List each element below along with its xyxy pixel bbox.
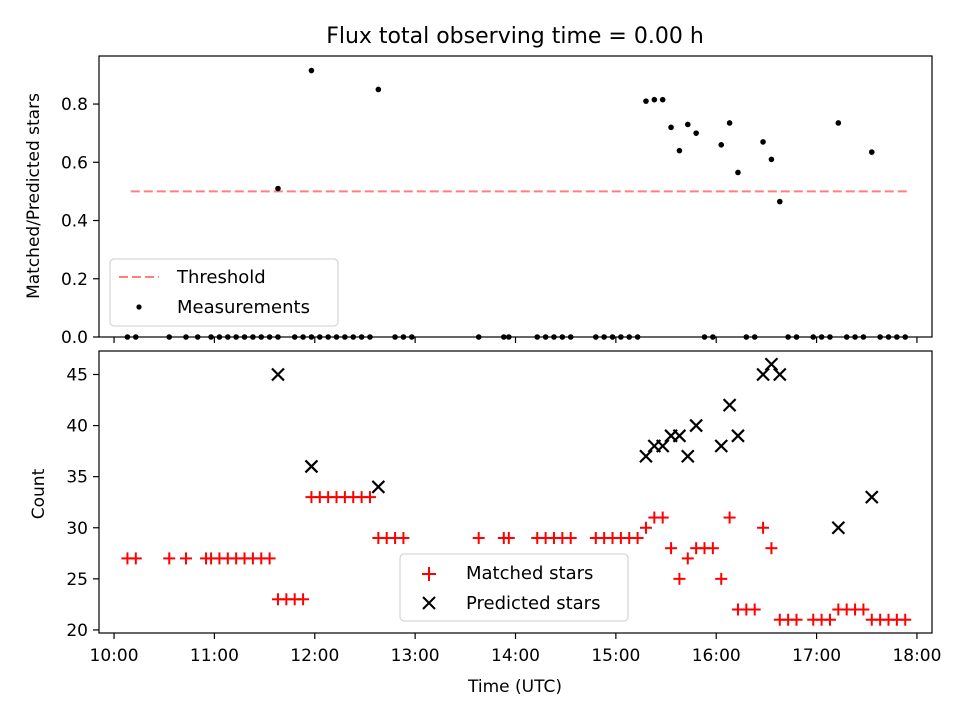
measurement-point <box>835 120 842 126</box>
matched-star-marker <box>723 511 736 524</box>
bottom-y-axis-label: Count <box>29 468 49 519</box>
top-y-tick-label: 0.4 <box>61 212 88 232</box>
legend-matched-swatch <box>422 567 436 581</box>
measurement-point <box>760 139 766 145</box>
matched-star-marker <box>631 531 644 544</box>
bottom-plot-frame <box>98 350 933 634</box>
predicted-star-marker <box>831 520 846 535</box>
measurement-point <box>868 149 875 155</box>
matched-star-marker <box>163 552 176 565</box>
matched-star-marker <box>715 572 728 585</box>
measurement-point <box>776 198 783 205</box>
predicted-star-marker <box>655 439 670 453</box>
bottom-y-tick-label: 40 <box>66 417 88 437</box>
matched-star-marker <box>757 521 770 534</box>
measurement-point <box>375 86 382 93</box>
matched-star-marker <box>502 531 515 544</box>
x-tick-label: 10:00 <box>90 646 139 666</box>
bottom-legend: Matched stars Predicted stars <box>399 553 629 622</box>
x-tick-label: 13:00 <box>391 646 440 666</box>
legend-predicted-swatch <box>422 596 436 610</box>
x-tick-label: 12:00 <box>290 646 339 666</box>
bottom-y-tick-label: 35 <box>66 468 88 488</box>
predicted-star-marker <box>865 490 879 504</box>
top-y-tick-label: 0.6 <box>61 153 88 173</box>
matched-star-marker <box>665 542 678 555</box>
matched-star-marker <box>297 593 310 606</box>
matched-star-marker <box>129 552 142 565</box>
predicted-star-marker <box>731 429 745 443</box>
top-y-axis-label: Matched/Predicted stars <box>24 93 44 299</box>
matched-star-marker <box>564 531 577 544</box>
matched-star-marker <box>765 542 778 555</box>
legend-measurements-swatch <box>136 304 142 310</box>
measurement-point <box>275 185 281 192</box>
matched-star-marker <box>639 521 652 534</box>
predicted-star-marker <box>722 398 737 412</box>
top-legend: Threshold Measurements <box>109 258 339 327</box>
bottom-panel: 20 25 30 35 40 45 10:00 11:00 12:00 13:00 14:00 15:… <box>29 350 941 697</box>
legend-predicted-label: Predicted stars <box>466 593 600 614</box>
x-tick-label: 11:00 <box>190 646 239 666</box>
matched-star-marker <box>899 613 912 626</box>
measurement-point <box>768 156 775 163</box>
matched-star-marker <box>823 613 836 626</box>
matched-star-marker <box>179 552 192 565</box>
predicted-star-marker <box>764 357 779 372</box>
predicted-star-marker <box>672 429 687 443</box>
x-tick-label: 14:00 <box>491 646 540 666</box>
figure-title: Flux total observing time = 0.00 h <box>326 24 704 49</box>
predicted-star-marker <box>304 459 319 474</box>
x-tick-label: 16:00 <box>692 646 741 666</box>
predicted-star-marker <box>756 367 770 382</box>
legend-measurements-label: Measurements <box>177 297 310 318</box>
top-panel: 0.00.20.40.60.8 Matched/Predicted stars … <box>24 55 933 348</box>
measurement-point <box>668 124 674 131</box>
measurement-point <box>693 130 699 136</box>
top-y-tick-label: 0.2 <box>61 270 88 290</box>
bottom-y-tick-label: 20 <box>66 621 88 641</box>
predicted-star-marker <box>271 367 285 382</box>
matched-star-marker <box>681 552 694 565</box>
x-tick-label: 15:00 <box>591 646 640 666</box>
measurement-point <box>684 121 691 128</box>
predicted-star-marker <box>681 449 695 464</box>
top-y-tick-label: 0.8 <box>61 95 88 115</box>
matched-star-marker <box>656 511 669 524</box>
measurement-point <box>735 169 741 176</box>
matched-star-marker <box>748 603 761 616</box>
measurement-point <box>651 96 658 103</box>
predicted-star-marker <box>639 449 653 464</box>
measurement-point <box>643 98 649 104</box>
measurement-point <box>718 142 725 148</box>
predicted-star-marker <box>371 480 386 494</box>
predicted-star-marker <box>689 418 703 433</box>
matched-star-marker <box>673 572 686 585</box>
matched-star-marker <box>857 603 870 616</box>
matched-star-marker <box>472 531 485 544</box>
legend-matched-label: Matched stars <box>466 563 593 584</box>
x-axis-label: Time (UTC) <box>467 677 562 697</box>
legend-threshold-label: Threshold <box>176 267 266 288</box>
matched-star-marker <box>363 491 376 504</box>
top-y-tick-label: 0.0 <box>61 328 88 348</box>
matched-star-marker <box>790 613 803 626</box>
predicted-star-marker <box>773 367 787 382</box>
bottom-y-tick-label: 30 <box>66 519 88 539</box>
predicted-star-marker <box>714 439 729 453</box>
x-tick-label: 18:00 <box>892 646 941 666</box>
measurement-point <box>726 120 733 126</box>
matched-star-marker <box>706 542 719 555</box>
matched-star-marker <box>263 552 276 565</box>
measurement-point <box>676 147 683 154</box>
x-tick-label: 17:00 <box>792 646 841 666</box>
top-plot-frame <box>98 55 933 338</box>
matched-star-marker <box>397 531 410 544</box>
bottom-y-tick-label: 25 <box>66 570 88 590</box>
measurement-point <box>659 96 666 103</box>
bottom-y-tick-label: 45 <box>66 366 88 386</box>
measurement-point <box>308 67 315 74</box>
